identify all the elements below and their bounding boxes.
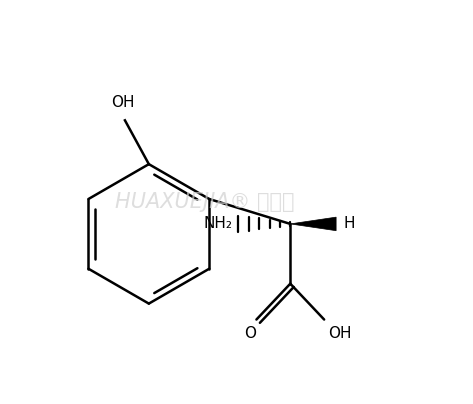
Text: H: H [343,217,355,231]
Text: OH: OH [111,95,135,110]
Polygon shape [290,217,336,231]
Text: NH₂: NH₂ [203,217,233,231]
Text: HUAXUEJIA® 化学加: HUAXUEJIA® 化学加 [115,192,294,212]
Text: OH: OH [328,326,351,341]
Text: O: O [245,326,256,341]
